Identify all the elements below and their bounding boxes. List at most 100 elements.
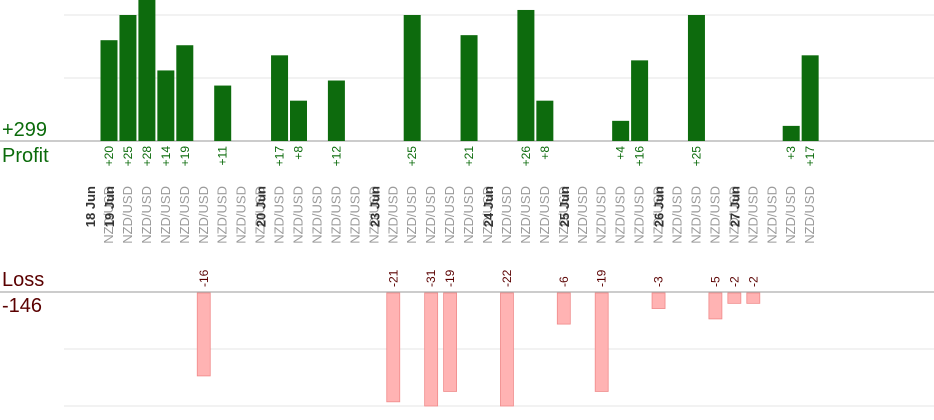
date-label: 23 Jun [367, 186, 382, 227]
loss-label: Loss [2, 269, 45, 291]
profit-bar [612, 120, 630, 141]
loss-bar [443, 292, 458, 392]
profit-bar [403, 15, 421, 141]
pair-label: NZD/USD [613, 186, 628, 244]
pair-label: NZD/USD [575, 186, 590, 244]
pair-label: NZD/USD [480, 186, 495, 244]
profit-bar [631, 60, 649, 141]
profit-bar-label: +21 [462, 146, 476, 167]
profit-bar [138, 0, 156, 141]
profit-bar [100, 40, 118, 142]
loss-bar-label: -31 [424, 269, 438, 287]
pair-label: NZD/USD [366, 186, 381, 244]
profit-total: +299 [2, 119, 48, 141]
profit-bar [214, 85, 232, 141]
loss-bar-label: -3 [652, 276, 666, 287]
loss-total: -146 [2, 295, 43, 317]
profit-bar-label: +3 [784, 146, 798, 160]
pair-label: NZD/USD [670, 186, 685, 244]
pair-label: NZD/USD [215, 186, 230, 244]
pair-label: NZD/USD [518, 186, 533, 244]
pair-label: NZD/USD [158, 186, 173, 244]
loss-bar [651, 292, 666, 309]
profit-bar-label: +28 [140, 146, 154, 167]
loss-bar-label: -2 [727, 276, 741, 287]
profit-bar-label: +17 [803, 146, 817, 167]
pair-label: NZD/USD [594, 186, 609, 244]
pair-label: NZD/USD [404, 186, 419, 244]
pair-label: NZD/USD [196, 186, 211, 244]
profit-bar-label: +26 [519, 146, 533, 167]
date-label: 27 Jun [727, 186, 742, 227]
pair-label: NZD/USD [309, 186, 324, 244]
loss-bar [196, 292, 211, 377]
pair-label: NZD/USD [745, 186, 760, 244]
profit-bar-label: +25 [405, 146, 419, 167]
loss-bar [708, 292, 723, 320]
date-label: 26 Jun [652, 186, 667, 227]
pair-label: NZD/USD [783, 186, 798, 244]
profit-label: Profit [2, 145, 49, 167]
profit-bar [157, 70, 175, 141]
pair-label: NZD/USD [764, 186, 779, 244]
date-label: 19 Jun [102, 186, 117, 227]
pair-label: NZD/USD [253, 186, 268, 244]
date-label: 24 Jun [481, 186, 496, 227]
pair-label: NZD/USD [499, 186, 514, 244]
profit-bar [176, 45, 194, 141]
pair-label: NZD/USD [385, 186, 400, 244]
pair-label: NZD/USD [291, 186, 306, 244]
date-label: 25 Jun [557, 186, 572, 227]
pair-label: NZD/USD [651, 186, 666, 244]
pair-label: NZD/USD [537, 186, 552, 244]
pair-label: NZD/USD [556, 186, 571, 244]
profit-bar-label: +12 [329, 146, 343, 167]
profit-bar [517, 9, 535, 141]
profit-bar-label: +4 [614, 146, 628, 160]
pair-label: NZD/USD [328, 186, 343, 244]
profit-bar-label: +25 [689, 146, 703, 167]
loss-bar-label: -6 [557, 276, 571, 287]
loss-bar-label: -19 [443, 269, 457, 287]
profit-bar [687, 15, 705, 141]
pair-label: NZD/USD [120, 186, 135, 244]
profit-bar [327, 80, 345, 141]
profit-bar-label: +8 [538, 146, 552, 160]
pair-label: NZD/USD [177, 186, 192, 244]
loss-bar-label: -22 [500, 269, 514, 287]
profit-bar [460, 35, 478, 141]
profit-bar [536, 100, 554, 141]
loss-bar [594, 292, 609, 392]
profit-bar [271, 55, 289, 141]
loss-bar [556, 292, 571, 325]
pair-label: NZD/USD [707, 186, 722, 244]
profit-bar-label: +25 [121, 146, 135, 167]
pair-label: NZD/USD [688, 186, 703, 244]
pair-label: NZD/USD [139, 186, 154, 244]
loss-bar-label: -16 [197, 269, 211, 287]
profit-bar-label: +16 [633, 146, 647, 167]
profit-bar-label: +14 [159, 146, 173, 167]
pair-label: NZD/USD [234, 186, 249, 244]
pair-label: NZD/USD [272, 186, 287, 244]
loss-bar-label: -19 [595, 269, 609, 287]
pair-label: NZD/USD [442, 186, 457, 244]
profit-bar-label: +8 [292, 146, 306, 160]
profit-bar-label: +20 [102, 146, 116, 167]
loss-bar [386, 292, 401, 403]
profit-bar-label: +17 [273, 146, 287, 167]
loss-bar-label: -5 [708, 276, 722, 287]
pair-label: NZD/USD [461, 186, 476, 244]
loss-bar [500, 292, 514, 407]
loss-bar [727, 292, 742, 304]
profit-bar-label: +19 [178, 146, 192, 167]
loss-bar [746, 292, 761, 304]
profit-bar-label: +11 [216, 146, 230, 166]
pair-label: NZD/USD [802, 186, 817, 244]
pair-label: NZD/USD [726, 186, 741, 244]
pair-label: NZD/USD [347, 186, 362, 244]
profit-bar [119, 15, 137, 141]
loss-bar [424, 292, 439, 407]
pair-label: NZD/USD [632, 186, 647, 244]
pair-label: NZD/USD [101, 186, 116, 244]
